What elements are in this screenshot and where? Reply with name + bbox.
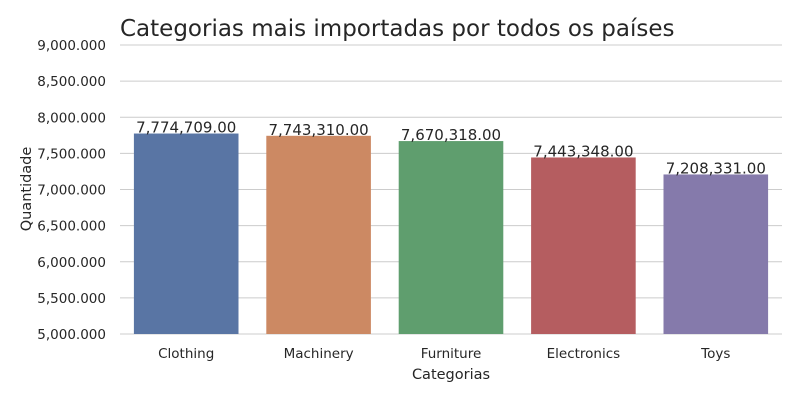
x-tick-label: Electronics bbox=[547, 346, 621, 362]
y-tick-label: 6,500.000 bbox=[37, 219, 106, 235]
bar-clothing bbox=[133, 133, 239, 334]
x-axis-ticks: Clothing Machinery Furniture Electronics Toy… bbox=[158, 346, 730, 362]
chart-title: Categorias mais importadas por todos os … bbox=[120, 16, 675, 42]
bar-furniture bbox=[398, 141, 504, 334]
bar-machinery bbox=[266, 135, 371, 334]
y-tick-label: 5,500.000 bbox=[37, 291, 106, 307]
bar-electronics bbox=[531, 157, 636, 334]
x-tick-label: Clothing bbox=[158, 346, 214, 362]
x-tick-label: Toys bbox=[700, 346, 730, 362]
data-label: 7,670,318.00 bbox=[401, 126, 501, 144]
y-tick-label: 7,500.000 bbox=[37, 146, 106, 162]
y-tick-label: 7,000.000 bbox=[37, 183, 106, 199]
data-label: 7,743,310.00 bbox=[268, 121, 368, 139]
y-tick-label: 8,500.000 bbox=[37, 74, 106, 90]
y-axis-label: Quantidade bbox=[19, 147, 35, 232]
data-label: 7,443,348.00 bbox=[533, 142, 633, 160]
data-label: 7,208,331.00 bbox=[666, 159, 766, 177]
y-tick-label: 5,000.000 bbox=[37, 327, 106, 343]
y-tick-label: 9,000.000 bbox=[37, 38, 106, 54]
bar-toys bbox=[663, 174, 769, 334]
x-axis-label: Categorias bbox=[412, 367, 490, 383]
y-tick-label: 6,000.000 bbox=[37, 255, 106, 271]
data-labels: 7,774,709.00 7,743,310.00 7,670,318.00 7,44… bbox=[136, 119, 766, 178]
x-tick-label: Machinery bbox=[284, 346, 354, 362]
y-tick-label: 8,000.000 bbox=[37, 110, 106, 126]
x-tick-label: Furniture bbox=[421, 346, 482, 362]
bars bbox=[133, 133, 769, 334]
data-label: 7,774,709.00 bbox=[136, 119, 236, 137]
y-axis-ticks: 5,000.000 5,500.000 6,000.000 6,500.000 7,00… bbox=[37, 38, 106, 343]
